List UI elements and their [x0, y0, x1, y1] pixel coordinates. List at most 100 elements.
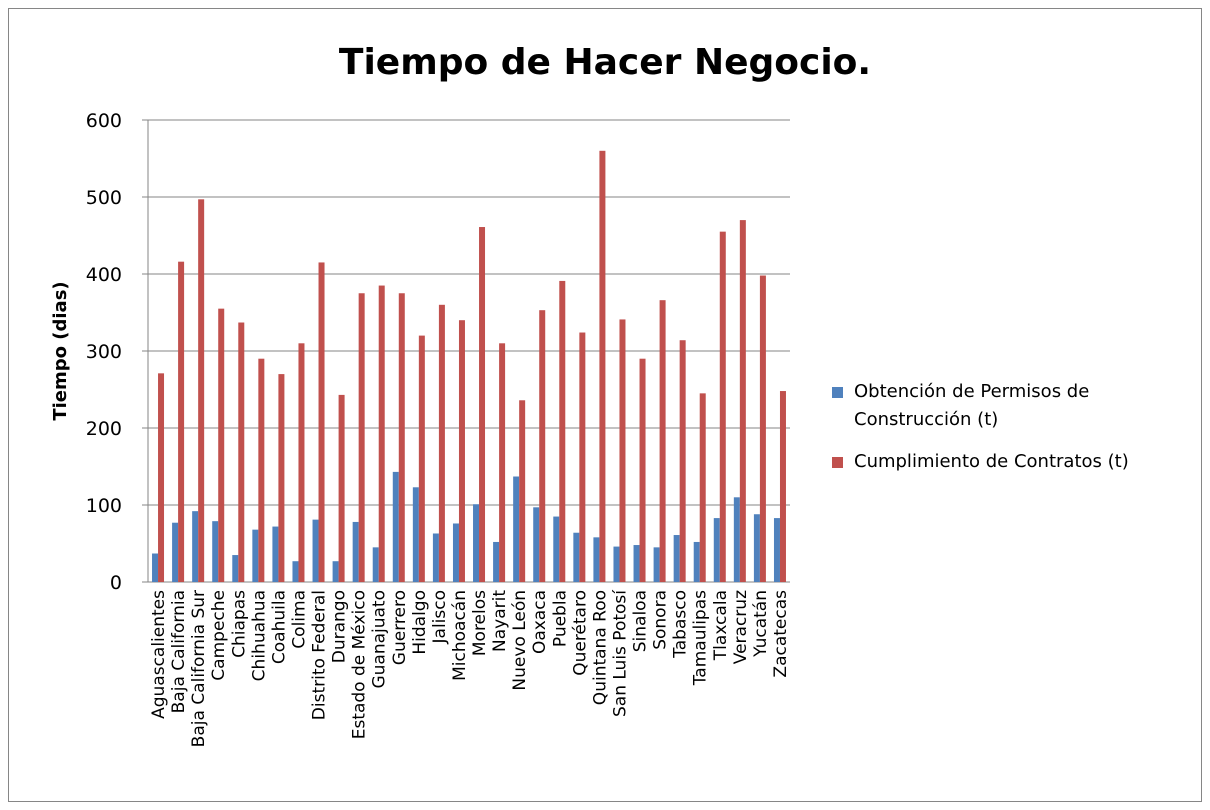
bar — [613, 546, 620, 582]
bar — [272, 526, 279, 582]
bar — [238, 322, 245, 582]
bar — [559, 280, 566, 582]
bar — [232, 555, 239, 582]
x-tick-label: Baja California — [169, 590, 189, 713]
bar — [152, 553, 159, 582]
bar — [318, 262, 325, 582]
bar — [759, 275, 766, 582]
bar — [338, 394, 345, 582]
x-tick-label: Michoacán — [450, 590, 470, 681]
bar — [639, 358, 646, 582]
bar — [458, 320, 465, 582]
bar — [493, 541, 500, 582]
bar — [378, 285, 385, 582]
bar — [292, 561, 299, 582]
bar — [533, 507, 540, 582]
x-tick-label: Oaxaca — [530, 590, 550, 654]
legend-label: Obtención de Permisos de Construcción (t… — [854, 381, 1090, 430]
bar — [619, 319, 626, 582]
bar — [659, 300, 666, 582]
x-tick-label: Querétaro — [570, 590, 590, 676]
x-tick-label: San Luis Potosí — [610, 589, 630, 717]
x-tick-label: Aguascalientes — [149, 590, 169, 719]
bar — [739, 220, 746, 582]
y-tick-label: 300 — [86, 341, 122, 363]
bar — [599, 150, 606, 583]
x-tick-label: Distrito Federal — [310, 590, 330, 720]
bar — [172, 522, 179, 582]
bar — [278, 374, 285, 582]
bar — [719, 231, 726, 582]
x-tick-label: Campeche — [209, 590, 229, 681]
x-tick-label: Estado de México — [350, 590, 370, 739]
bar — [779, 391, 786, 582]
bar — [432, 533, 439, 582]
x-tick-label: Morelos — [470, 590, 490, 656]
bar — [412, 487, 419, 582]
x-tick-label: Chihuahua — [249, 590, 269, 681]
x-tick-label: Sonora — [651, 590, 671, 650]
legend-item: Obtención de Permisos de Construcción (t… — [832, 378, 1172, 434]
x-tick-label: Zacatecas — [771, 590, 791, 678]
x-tick-label: Sinaloa — [631, 590, 651, 652]
x-tick-label: Guerrero — [390, 590, 410, 665]
bar — [479, 227, 486, 582]
bar — [773, 518, 780, 582]
bar — [258, 358, 265, 582]
x-tick-label: Coahuila — [269, 590, 289, 664]
bar — [252, 529, 259, 582]
bar — [452, 523, 459, 582]
bar — [392, 471, 399, 582]
bar — [579, 332, 586, 582]
bar — [418, 335, 425, 582]
legend-swatch — [832, 457, 843, 468]
x-tick-label: Quintana Roo — [590, 590, 610, 705]
bar — [699, 393, 706, 582]
x-tick-label: Colima — [289, 590, 309, 649]
x-tick-label: Yucatán — [751, 590, 771, 658]
bar — [332, 561, 339, 582]
y-tick-label: 0 — [110, 572, 122, 594]
bar — [358, 293, 365, 582]
bar — [198, 199, 205, 582]
y-axis-label: Tiempo (dias) — [50, 281, 71, 420]
legend-swatch — [832, 387, 843, 398]
bar — [673, 535, 680, 582]
bar — [519, 400, 526, 582]
chart-title: Tiempo de Hacer Negocio. — [339, 42, 871, 83]
bar — [212, 521, 219, 582]
bar — [298, 343, 305, 582]
bar — [398, 293, 405, 582]
x-tick-label: Puebla — [550, 590, 570, 647]
y-tick-label: 100 — [86, 495, 122, 517]
y-tick-label: 500 — [86, 187, 122, 209]
bar — [593, 537, 600, 582]
y-tick-label: 600 — [86, 110, 122, 132]
bar — [372, 547, 379, 582]
bar — [499, 343, 506, 582]
legend-label: Cumplimiento de Contratos (t) — [854, 451, 1129, 472]
legend: Obtención de Permisos de Construcción (t… — [832, 378, 1172, 490]
x-tick-label: Hidalgo — [410, 590, 430, 655]
bar — [218, 308, 225, 582]
bar — [553, 516, 560, 582]
y-tick-label: 400 — [86, 264, 122, 286]
bar — [352, 521, 359, 582]
bar — [438, 304, 445, 582]
bar — [693, 541, 700, 582]
x-tick-label: Chiapas — [229, 590, 249, 658]
x-tick-label: Veracruz — [731, 590, 751, 664]
bar — [679, 340, 686, 582]
bar — [653, 547, 660, 582]
bar — [539, 310, 546, 582]
bar — [178, 261, 185, 582]
bar — [192, 511, 199, 582]
x-tick-label: Nuevo León — [510, 590, 530, 691]
legend-item: Cumplimiento de Contratos (t) — [832, 448, 1172, 476]
bar — [312, 519, 319, 582]
x-tick-label: Baja California Sur — [189, 590, 209, 747]
x-tick-label: Jalisco — [430, 590, 450, 644]
bar — [713, 518, 720, 582]
